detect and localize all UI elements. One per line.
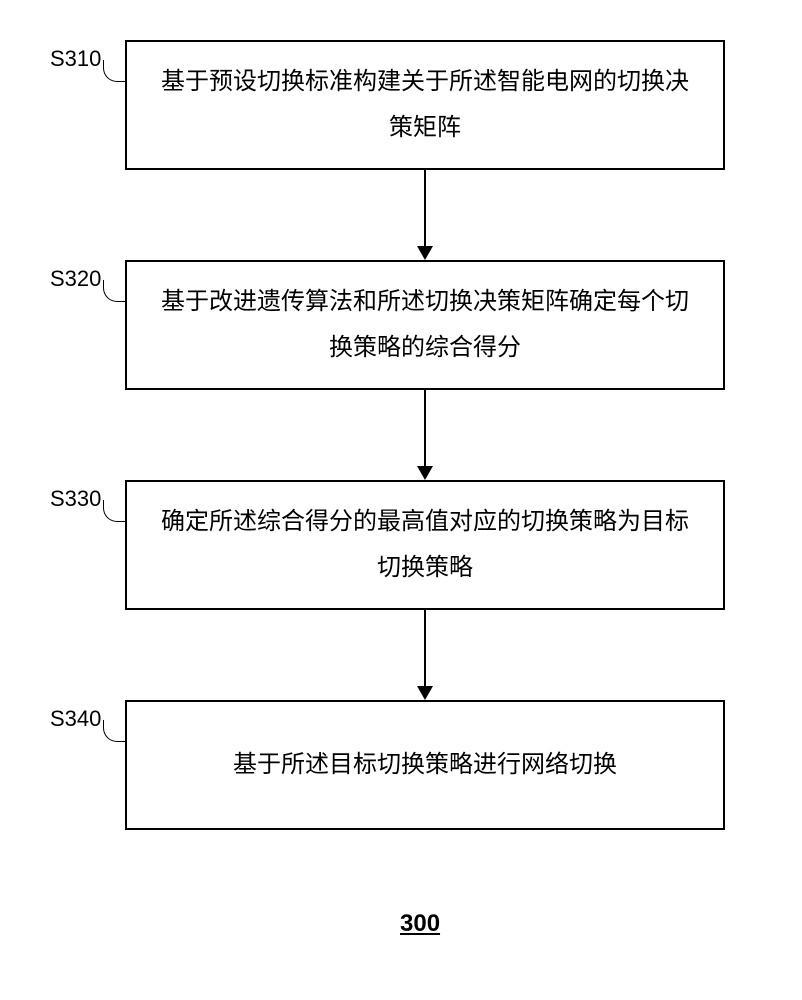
connector-s340	[103, 720, 125, 742]
arrow-3-4	[424, 610, 426, 688]
step-text-s320: 基于改进遗传算法和所述切换决策矩阵确定每个切换策略的综合得分	[157, 279, 693, 370]
connector-s330	[103, 500, 125, 522]
step-label-s310: S310	[50, 46, 101, 72]
arrow-head-2-3	[417, 466, 433, 480]
step-label-s340: S340	[50, 706, 101, 732]
step-text-s330: 确定所述综合得分的最高值对应的切换策略为目标切换策略	[157, 499, 693, 590]
connector-s320	[103, 280, 125, 302]
step-label-s320: S320	[50, 266, 101, 292]
step-box-s330: 确定所述综合得分的最高值对应的切换策略为目标切换策略	[125, 480, 725, 610]
figure-ref-number: 300	[400, 910, 440, 938]
step-label-s330: S330	[50, 486, 101, 512]
arrow-2-3	[424, 390, 426, 468]
step-text-s310: 基于预设切换标准构建关于所述智能电网的切换决策矩阵	[157, 59, 693, 150]
step-text-s340: 基于所述目标切换策略进行网络切换	[233, 742, 617, 788]
arrow-head-1-2	[417, 246, 433, 260]
step-box-s310: 基于预设切换标准构建关于所述智能电网的切换决策矩阵	[125, 40, 725, 170]
arrow-head-3-4	[417, 686, 433, 700]
flowchart-canvas: S310 基于预设切换标准构建关于所述智能电网的切换决策矩阵 S320 基于改进…	[0, 0, 802, 1000]
connector-s310	[103, 60, 125, 82]
step-box-s320: 基于改进遗传算法和所述切换决策矩阵确定每个切换策略的综合得分	[125, 260, 725, 390]
arrow-1-2	[424, 170, 426, 248]
step-box-s340: 基于所述目标切换策略进行网络切换	[125, 700, 725, 830]
